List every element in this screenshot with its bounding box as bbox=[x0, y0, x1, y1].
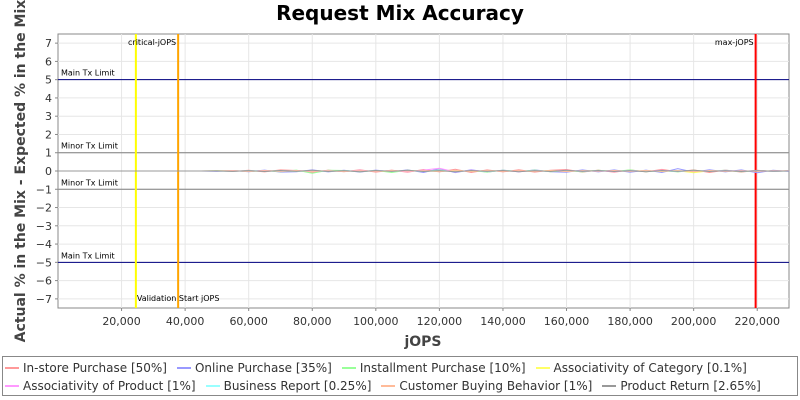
y-tick-label: −4 bbox=[36, 238, 52, 251]
x-tick-label: 80,000 bbox=[293, 315, 332, 328]
legend-row-2: Associativity of Product [1%] Business R… bbox=[5, 377, 797, 395]
y-tick-label: 0 bbox=[45, 165, 52, 178]
legend-swatch bbox=[535, 367, 550, 369]
legend-swatch bbox=[381, 385, 396, 387]
threshold-label: Main Tx Limit bbox=[61, 251, 115, 260]
y-axis-label: Actual % in the Mix - Expected % in the … bbox=[13, 0, 29, 342]
legend-swatch bbox=[5, 385, 19, 387]
y-tick-label: −7 bbox=[36, 293, 52, 306]
y-tick-label: −6 bbox=[36, 275, 52, 288]
legend-item: Product Return [2.65%] bbox=[602, 379, 761, 393]
legend-label: Product Return [2.65%] bbox=[620, 379, 761, 393]
threshold-label: Minor Tx Limit bbox=[61, 142, 118, 151]
x-tick-label: 40,000 bbox=[166, 315, 205, 328]
x-tick-label: 20,000 bbox=[102, 315, 141, 328]
legend-item: Customer Buying Behavior [1%] bbox=[381, 379, 592, 393]
legend-label: Installment Purchase [10%] bbox=[359, 361, 526, 375]
x-tick-label: 160,000 bbox=[544, 315, 590, 328]
x-tick-label: 60,000 bbox=[229, 315, 268, 328]
y-tick-label: 6 bbox=[45, 55, 52, 68]
legend-swatch bbox=[176, 367, 191, 369]
legend-item: Installment Purchase [10%] bbox=[341, 361, 526, 375]
legend-swatch bbox=[602, 385, 617, 387]
legend-swatch bbox=[341, 367, 356, 369]
threshold-label: Main Tx Limit bbox=[61, 69, 115, 78]
x-tick-label: 200,000 bbox=[671, 315, 717, 328]
marker-label: max-jOPS bbox=[715, 38, 754, 47]
y-tick-label: 5 bbox=[45, 74, 52, 87]
y-tick-label: −3 bbox=[36, 220, 52, 233]
marker-label: critical-jOPS bbox=[128, 38, 176, 47]
y-tick-label: −1 bbox=[36, 183, 52, 196]
y-tick-label: 3 bbox=[45, 110, 52, 123]
y-tick-label: 4 bbox=[45, 92, 52, 105]
y-tick-label: 2 bbox=[45, 128, 52, 141]
legend-label: Associativity of Category [0.1%] bbox=[553, 361, 747, 375]
legend-swatch bbox=[205, 385, 220, 387]
x-tick-label: 220,000 bbox=[734, 315, 780, 328]
legend-row-1: In-store Purchase [50%] Online Purchase … bbox=[5, 359, 797, 377]
legend-item: Online Purchase [35%] bbox=[176, 361, 332, 375]
chart-legend: In-store Purchase [50%] Online Purchase … bbox=[2, 356, 798, 396]
y-axis-ticks: −7 −6 −5 −4 −3 −2 −1 0 1 2 3 4 5 6 7 bbox=[36, 37, 58, 306]
threshold-label: Minor Tx Limit bbox=[61, 178, 118, 187]
x-axis-label: jOPS bbox=[403, 334, 441, 350]
request-mix-chart: Request Mix Accuracy Main Tx Limit Minor … bbox=[13, 0, 790, 350]
legend-label: Associativity of Product [1%] bbox=[23, 379, 196, 393]
legend-label: Customer Buying Behavior [1%] bbox=[399, 379, 593, 393]
x-tick-label: 140,000 bbox=[480, 315, 526, 328]
y-tick-label: 7 bbox=[45, 37, 52, 50]
y-tick-label: −5 bbox=[36, 256, 52, 269]
legend-swatch bbox=[5, 367, 19, 369]
legend-item: Business Report [0.25%] bbox=[205, 379, 372, 393]
legend-label: Business Report [0.25%] bbox=[223, 379, 372, 393]
series-line bbox=[58, 169, 790, 173]
y-tick-label: 1 bbox=[45, 147, 52, 160]
chart-title: Request Mix Accuracy bbox=[276, 1, 524, 25]
x-tick-label: 120,000 bbox=[417, 315, 463, 328]
legend-label: Online Purchase [35%] bbox=[194, 361, 332, 375]
threshold-lines: Main Tx Limit Minor Tx Limit Minor Tx Limi… bbox=[58, 69, 789, 263]
x-tick-label: 100,000 bbox=[353, 315, 399, 328]
legend-item: In-store Purchase [50%] bbox=[5, 361, 167, 375]
legend-item: Associativity of Product [1%] bbox=[5, 379, 196, 393]
x-tick-label: 180,000 bbox=[607, 315, 653, 328]
legend-item: Associativity of Category [0.1%] bbox=[535, 361, 747, 375]
x-axis-ticks: 20,000 40,000 60,000 80,000 100,000 120,000 14… bbox=[102, 308, 780, 328]
legend-label: In-store Purchase [50%] bbox=[23, 361, 167, 375]
series-lines bbox=[58, 167, 790, 174]
y-tick-label: −2 bbox=[36, 202, 52, 215]
